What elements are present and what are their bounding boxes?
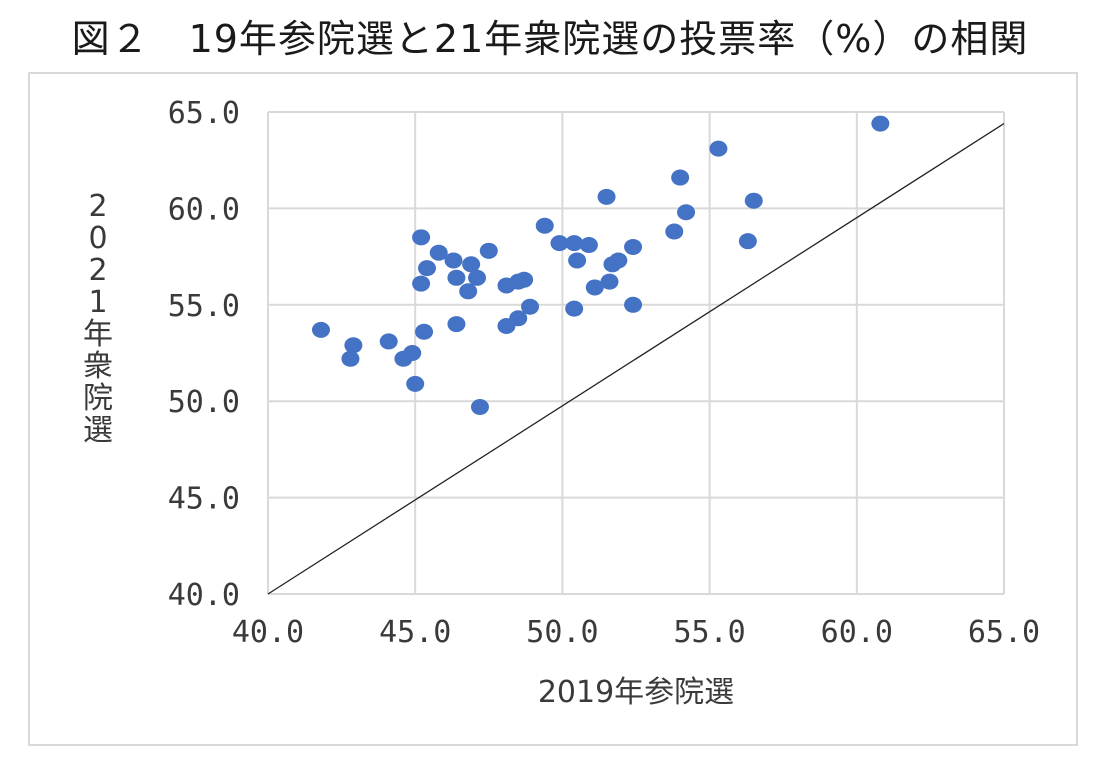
data-point (744, 192, 763, 209)
data-point (585, 279, 604, 296)
data-point (412, 275, 431, 292)
y-tick-label: 65.0 (168, 96, 240, 131)
data-point (550, 235, 569, 252)
x-tick-label: 45.0 (379, 615, 451, 650)
data-point (671, 169, 690, 186)
y-axis-title-char: 院 (83, 381, 113, 416)
data-point (871, 115, 890, 132)
grid-lines (267, 111, 1005, 595)
data-point (417, 260, 436, 277)
data-point (515, 271, 534, 288)
y-axis-title-char: 選 (83, 413, 113, 448)
y-axis-title-char: 1 (88, 285, 107, 320)
data-point (600, 273, 619, 290)
y-tick-label: 50.0 (168, 385, 240, 420)
x-tick-label: 65.0 (968, 615, 1040, 650)
data-point (579, 237, 598, 254)
data-point (459, 283, 478, 300)
data-point (565, 235, 584, 252)
data-point (665, 223, 684, 240)
data-point (479, 242, 498, 259)
data-point (406, 375, 425, 392)
data-point (447, 316, 466, 333)
x-tick-label: 55.0 (673, 615, 745, 650)
data-point (509, 310, 528, 327)
data-point (403, 345, 422, 361)
y-axis-title-char: 年 (83, 317, 113, 352)
data-point (429, 244, 448, 261)
data-point (415, 323, 434, 340)
data-point (677, 204, 696, 221)
y-axis-title-char: 2 (88, 189, 107, 224)
y-tick-label: 55.0 (168, 289, 240, 324)
data-points (311, 115, 890, 415)
data-point (444, 252, 463, 269)
y-axis-title-char: 衆 (83, 349, 113, 384)
data-point (468, 269, 487, 286)
x-tick-label: 60.0 (821, 615, 893, 650)
y-axis-title-char: 0 (88, 221, 107, 256)
y-axis-title-char: 2 (88, 253, 107, 288)
y-axis-title: 2 0 2 1 年衆院選 (83, 189, 113, 448)
data-point (535, 217, 554, 234)
x-tick-label: 50.0 (526, 615, 598, 650)
y-tick-label: 45.0 (168, 482, 240, 517)
data-point (470, 398, 489, 415)
chart-frame: 40.0 45.0 50.0 55.0 60.0 65.0 40.0 45.0 50.0 55.… (28, 72, 1078, 746)
reference-line-group (267, 123, 1005, 595)
data-point (738, 233, 757, 250)
data-point (311, 321, 330, 338)
y-axis-ticks: 40.0 45.0 50.0 55.0 60.0 65.0 (168, 96, 240, 613)
scatter-plot: 40.0 45.0 50.0 55.0 60.0 65.0 40.0 45.0 50.0 55.… (83, 96, 1040, 710)
data-point (521, 298, 540, 315)
chart-title: 図２ 19年参院選と21年衆院選の投票率（%）の相関 (71, 17, 1029, 61)
data-point (341, 350, 360, 367)
data-point (447, 269, 466, 286)
x-axis-ticks: 40.0 45.0 50.0 55.0 60.0 65.0 (232, 615, 1040, 650)
data-point (609, 252, 628, 269)
y-tick-label: 60.0 (168, 192, 240, 227)
data-point (379, 333, 398, 350)
y-tick-label: 40.0 (168, 578, 240, 613)
x-tick-label: 40.0 (232, 615, 304, 650)
data-point (344, 337, 363, 354)
x-axis-title: 2019年参院選 (538, 675, 734, 710)
reference-line (267, 123, 1005, 595)
data-point (624, 238, 643, 255)
data-point (597, 188, 616, 205)
data-point (709, 140, 728, 157)
data-point (624, 296, 643, 313)
data-point (462, 256, 481, 273)
data-point (565, 300, 584, 317)
data-point (568, 252, 587, 269)
data-point (412, 229, 431, 246)
